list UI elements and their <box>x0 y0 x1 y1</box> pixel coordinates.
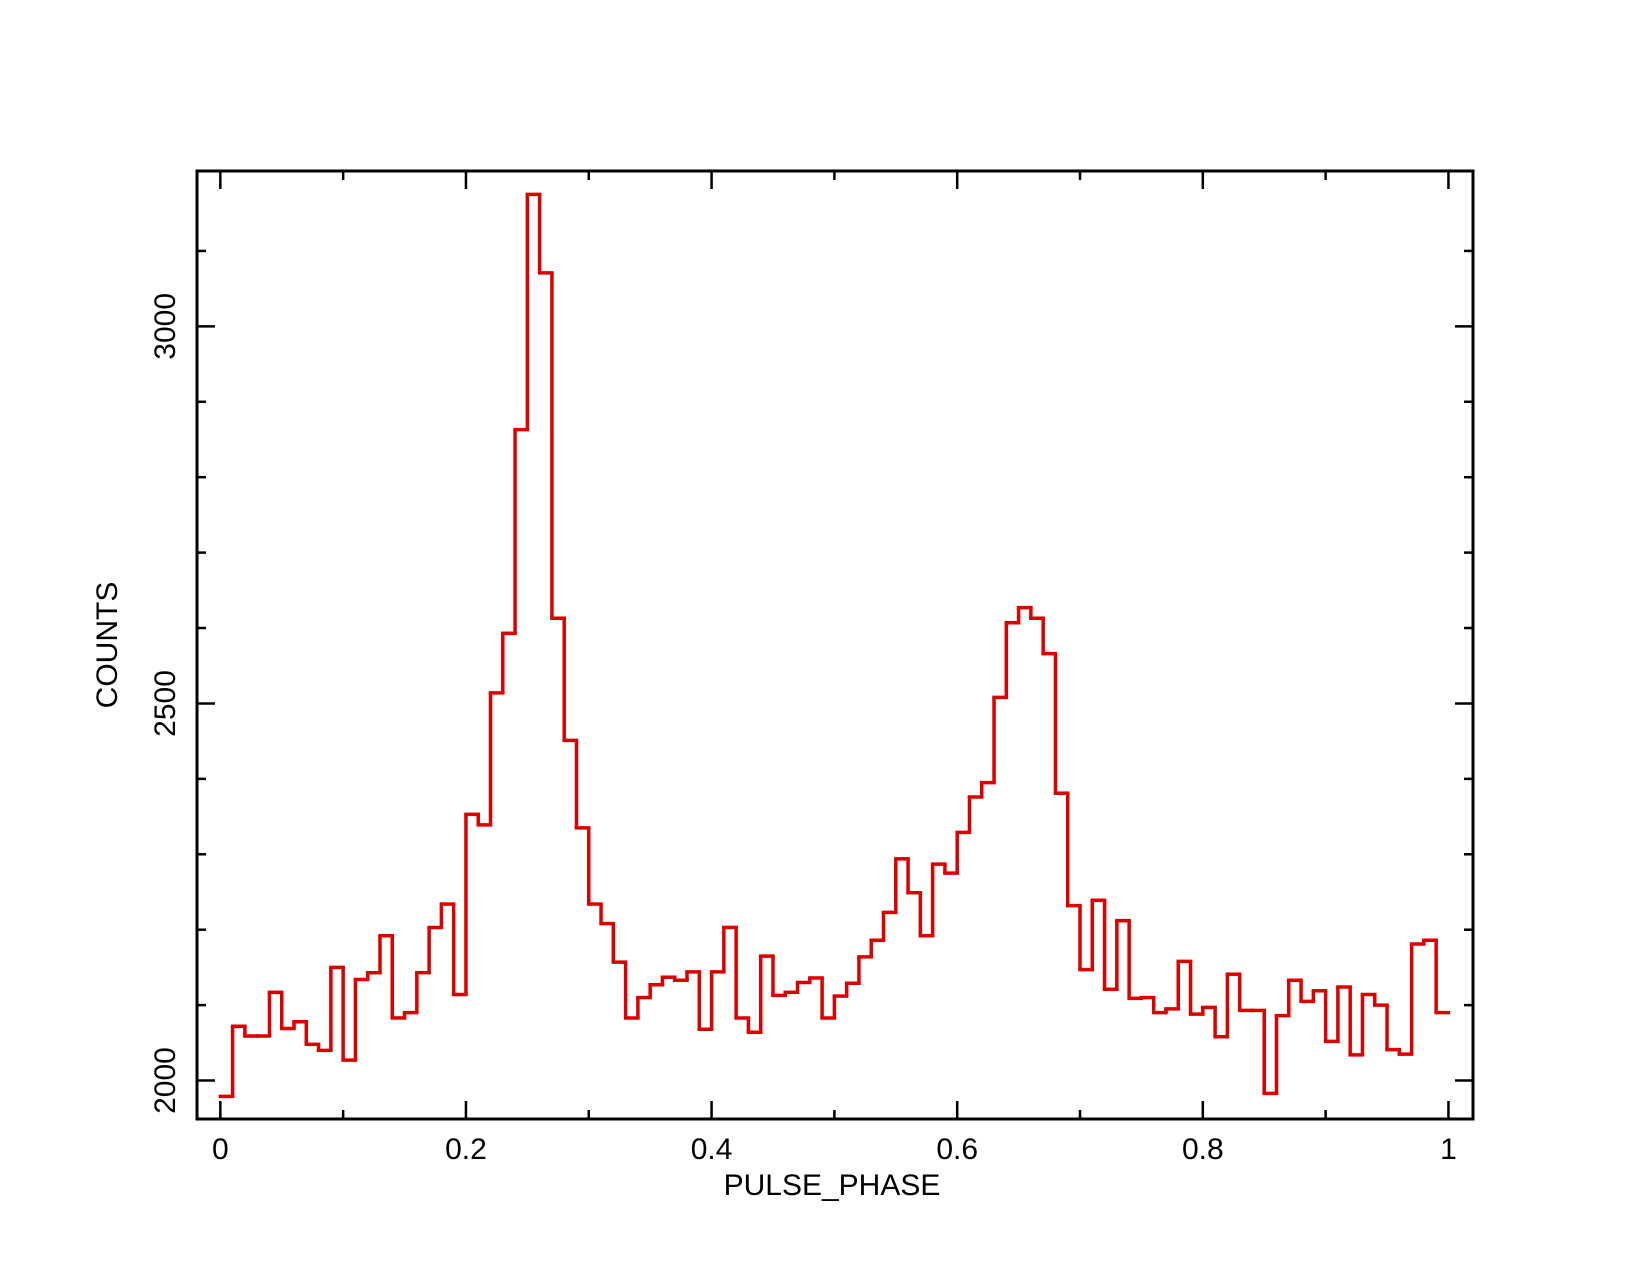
x-tick-label: 0.6 <box>936 1133 978 1166</box>
x-tick-label: 0.8 <box>1182 1133 1224 1166</box>
y-tick-label: 2000 <box>149 1047 182 1114</box>
x-tick-label: 0.2 <box>445 1133 487 1166</box>
x-axis-label: PULSE_PHASE <box>724 1169 941 1202</box>
x-tick-label: 0.4 <box>691 1133 733 1166</box>
y-tick-label: 3000 <box>149 293 182 360</box>
x-tick-label: 1 <box>1440 1133 1457 1166</box>
x-tick-label: 0 <box>212 1133 229 1166</box>
plot-frame <box>195 169 1475 1121</box>
y-tick-label: 2500 <box>149 670 182 737</box>
y-axis-label: COUNTS <box>91 582 124 709</box>
